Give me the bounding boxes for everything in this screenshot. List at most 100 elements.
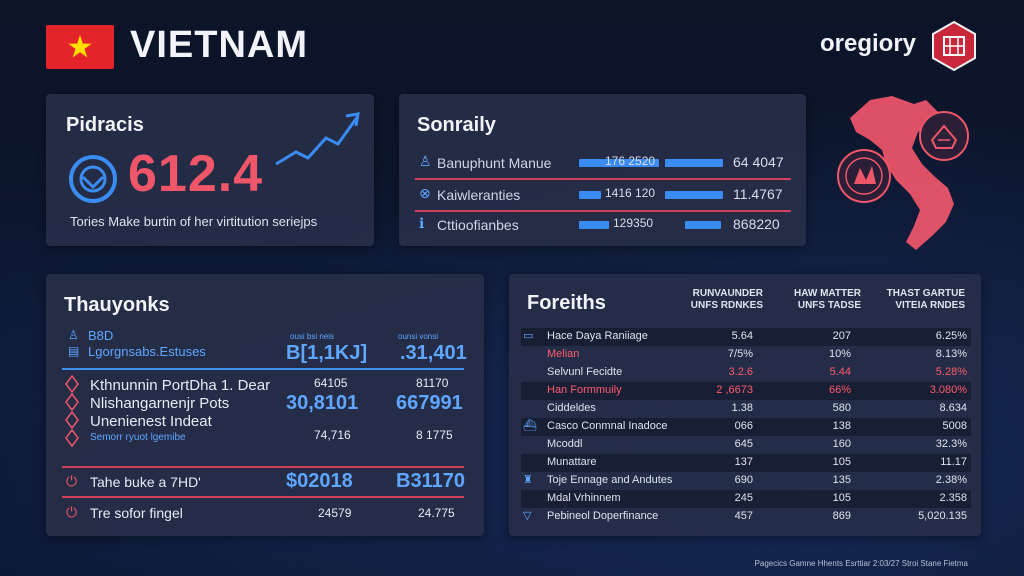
building-icon: ▤ xyxy=(68,344,79,358)
panel-title: Foreiths xyxy=(527,292,606,315)
group-small-2: 81170 xyxy=(416,376,448,390)
brand-name: oregiory xyxy=(820,30,916,58)
cell: 5008 xyxy=(943,420,967,432)
row-bar-a xyxy=(579,191,601,199)
tag-icon: ⊗ xyxy=(419,185,431,202)
cell: 2.38% xyxy=(936,474,967,486)
table-row: ▭ Hace Daya Raniiage 5.64 207 6.25% xyxy=(521,328,971,346)
header-value-1: B[1,1KJ] xyxy=(286,342,367,365)
ship-icon: ⛴ xyxy=(523,419,537,433)
pidracis-panel: Pidracis 612.4 Tories Make burtin of her… xyxy=(46,94,374,246)
row-label: Hace Daya Raniiage xyxy=(547,330,648,342)
header-value-2: .31,401 xyxy=(400,342,467,365)
group-after-2: 8 1775 xyxy=(416,428,453,442)
list-item: ♙ Banuphunt Manue 176 2520 64 4047 xyxy=(399,150,806,176)
group-caption: Semorr ryuot lgemibe xyxy=(90,432,186,443)
column-header-line: THAST GARTUE xyxy=(887,288,965,300)
section-divider xyxy=(62,368,464,370)
filter-icon: ▽ xyxy=(523,509,537,523)
cell: 1.38 xyxy=(732,402,753,414)
row-label: Han Formmuily xyxy=(547,384,622,396)
vehicle-icon: ▭ xyxy=(523,329,537,343)
flag-star-icon xyxy=(46,25,114,69)
row-bar-a xyxy=(579,221,609,229)
cell: 5.28% xyxy=(936,366,967,378)
cell: 32.3% xyxy=(936,438,967,450)
panel-title: Sonraily xyxy=(417,114,496,137)
country-title: VIETNAM xyxy=(130,24,308,67)
row-bar-b xyxy=(685,221,721,229)
row-label: Toje Ennage and Andutes xyxy=(547,474,672,486)
cell: 3.080% xyxy=(930,384,967,396)
total-row-value-2: B31170 xyxy=(396,470,465,493)
row-label: Pebineol Doperfinance xyxy=(547,510,658,522)
panel-title: Thauyonks xyxy=(64,294,170,317)
cell: 8.13% xyxy=(936,348,967,360)
cell: 2 ,6673 xyxy=(716,384,753,396)
footer-note: Pagecics Gamne Hhents Esrttiar 2:03/27 S… xyxy=(755,559,968,568)
row-value-2: 11.4767 xyxy=(733,186,783,202)
chain-icon xyxy=(64,374,80,448)
table-row: Munattare 137 105 11.17 xyxy=(521,454,971,472)
row-label: Selvunl Fecidte xyxy=(547,366,622,378)
cell: 160 xyxy=(833,438,851,450)
row-value-2: 64 4047 xyxy=(733,154,784,170)
main-metric-value: 612.4 xyxy=(128,144,263,204)
cell: 137 xyxy=(735,456,753,468)
table-row: ▽ Pebineol Doperfinance 457 869 5,020.13… xyxy=(521,508,971,526)
power-icon: ⏻ xyxy=(66,473,77,490)
column-header: RUNVAUNDER UNFS RDNKES xyxy=(691,288,763,312)
thauyonks-panel: Thauyonks ♙ B8D ▤ Lgorgnsabs.Estuses ous… xyxy=(46,274,484,536)
cell: 6.25% xyxy=(936,330,967,342)
final-row-value-2: 24.775 xyxy=(418,506,455,520)
cell: 245 xyxy=(735,492,753,504)
row-label: Banuphunt Manue xyxy=(437,155,551,171)
metric-subtitle: Tories Make burtin of her virtitution se… xyxy=(70,214,317,229)
group-line: Kthnunnin PortDha 1. Dear xyxy=(90,377,270,394)
table-row: Melian 7/5% 10% 8.13% xyxy=(521,346,971,364)
cell: 105 xyxy=(833,456,851,468)
final-row-label: Tre sofor fingel xyxy=(90,505,183,521)
cell: 11.17 xyxy=(940,456,967,468)
header-label-1: B8D xyxy=(88,328,113,343)
row-label: Mdal Vrhinnem xyxy=(547,492,621,504)
table-row: ⛴ Casco Conmnal Inadoce 066 138 5008 xyxy=(521,418,971,436)
cell: 580 xyxy=(833,402,851,414)
cell: 645 xyxy=(735,438,753,450)
cell: 869 xyxy=(833,510,851,522)
total-row-value-1: $02018 xyxy=(286,470,353,493)
cell: 135 xyxy=(833,474,851,486)
cell: 3.2.6 xyxy=(729,366,753,378)
row-value-2: 868220 xyxy=(733,216,780,232)
cell: 2.358 xyxy=(939,492,967,504)
foreiths-panel: Foreiths RUNVAUNDER UNFS RDNKES HAW MATT… xyxy=(509,274,981,536)
cell: 5.64 xyxy=(732,330,753,342)
row-bar-b xyxy=(665,159,723,167)
column-header-line: UNFS RDNKES xyxy=(691,300,763,312)
group-line: Unenienest Indeat xyxy=(90,413,212,430)
person-icon: ♙ xyxy=(419,153,432,170)
cell: 5.44 xyxy=(830,366,851,378)
cell: 66% xyxy=(829,384,851,396)
row-divider xyxy=(415,178,791,180)
column-header: HAW MATTER UNFS TADSE xyxy=(794,288,861,312)
tower-icon: ♜ xyxy=(523,473,537,487)
column-header-line: HAW MATTER xyxy=(794,288,861,300)
cell: 7/5% xyxy=(728,348,753,360)
total-row-label: Tahe buke a 7HD' xyxy=(90,474,201,490)
panel-title: Pidracis xyxy=(66,114,144,137)
person-icon: ♙ xyxy=(68,328,79,342)
cell: 8.634 xyxy=(939,402,967,414)
table-row: Ciddeldes 1.38 580 8.634 xyxy=(521,400,971,418)
vietnam-flag xyxy=(46,25,114,69)
table-row: Mdal Vrhinnem 245 105 2.358 xyxy=(521,490,971,508)
column-header: THAST GARTUE VITEIA RNDES xyxy=(887,288,965,312)
row-label: Casco Conmnal Inadoce xyxy=(547,420,667,432)
cell: 207 xyxy=(833,330,851,342)
cell: 105 xyxy=(833,492,851,504)
list-item: ℹ Cttioofianbes 129350 868220 xyxy=(399,212,806,238)
row-value-1: 1416 120 xyxy=(605,186,655,200)
group-big-1: 30,8101 xyxy=(286,392,358,415)
row-label: Ciddeldes xyxy=(547,402,596,414)
cell: 10% xyxy=(829,348,851,360)
